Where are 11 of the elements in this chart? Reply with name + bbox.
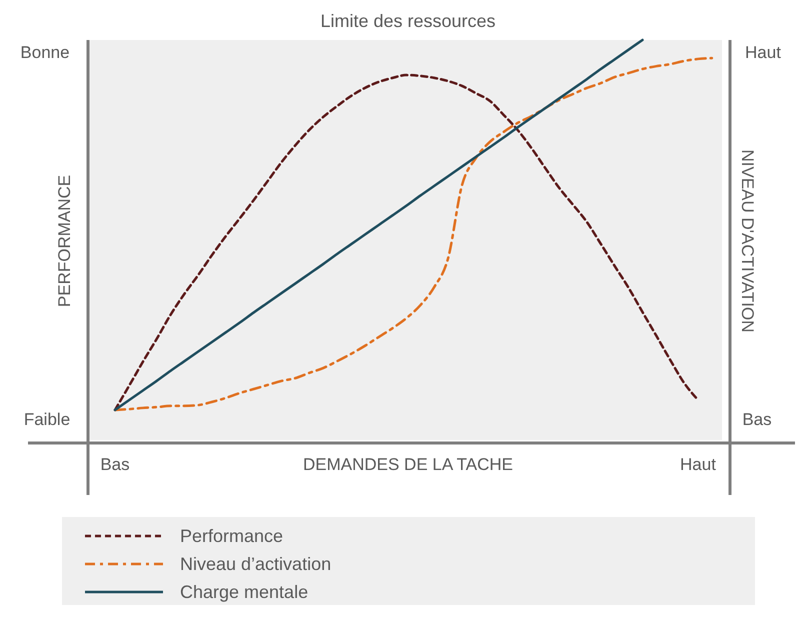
text: Bonne	[20, 43, 70, 62]
text: Faible	[24, 410, 70, 429]
x-axis-title: DEMANDES DE LA TACHE	[302, 455, 514, 474]
text: Haut	[745, 43, 782, 62]
legend-label: Niveau d’activation	[180, 554, 332, 574]
chart-title: Limite des ressources	[320, 11, 496, 31]
text: Bas	[742, 410, 772, 429]
legend-label: Performance	[180, 526, 284, 546]
y2-axis-title: NIVEAU D'ACTIVATION	[738, 149, 757, 333]
y-axis-title: PERFORMANCE	[55, 174, 74, 308]
legend-label: Charge mentale	[180, 582, 308, 602]
